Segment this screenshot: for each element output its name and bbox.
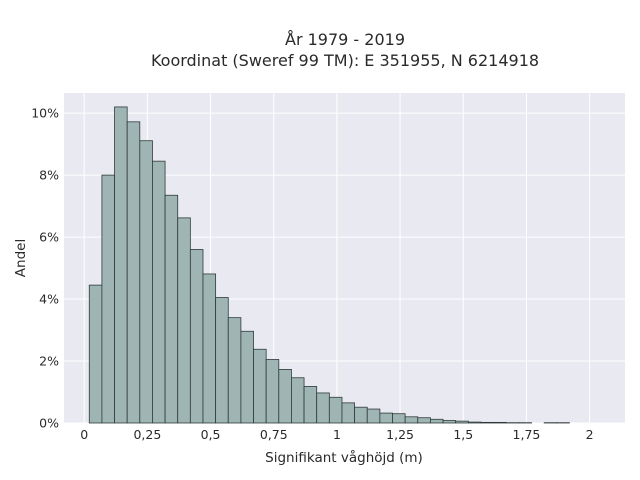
histogram-bar xyxy=(442,420,457,424)
chart-title: År 1979 - 2019 xyxy=(285,30,405,49)
histogram-bar xyxy=(392,413,406,424)
x-tick-label: 0,5 xyxy=(201,427,221,442)
histogram-bar xyxy=(114,106,128,424)
x-tick-label: 2 xyxy=(586,427,594,442)
y-tick-label: 6% xyxy=(39,230,59,245)
histogram-bar xyxy=(227,317,242,424)
histogram-bar xyxy=(101,174,115,424)
histogram-bar xyxy=(240,330,254,424)
histogram-bar xyxy=(164,194,179,424)
chart-subtitle: Koordinat (Sweref 99 TM): E 351955, N 62… xyxy=(151,51,539,70)
histogram-bar xyxy=(253,348,267,424)
histogram-bar xyxy=(139,140,153,424)
x-axis-ticks: 0 0,25 0,5 0,75 1 1,25 1,5 1,75 2 xyxy=(80,427,593,442)
histogram-bar xyxy=(366,408,381,424)
histogram-bar xyxy=(341,402,356,424)
histogram-bar xyxy=(328,396,343,424)
histogram-bar xyxy=(316,392,330,424)
histogram-bar xyxy=(404,416,419,424)
histogram-bar xyxy=(467,421,482,424)
x-tick-label: 1 xyxy=(333,427,341,442)
histogram-bar xyxy=(215,297,229,424)
histogram-bar xyxy=(354,406,368,424)
histogram-bar xyxy=(126,121,141,424)
histogram-bar xyxy=(455,420,469,424)
histogram-bar xyxy=(417,417,431,424)
y-axis-ticks: 0% 2% 4% 6% 8% 10% xyxy=(31,106,59,431)
histogram-bar xyxy=(379,412,393,424)
y-tick-label: 4% xyxy=(39,292,59,307)
y-tick-label: 2% xyxy=(39,354,59,369)
x-tick-label: 1,75 xyxy=(513,427,541,442)
histogram-bar xyxy=(480,421,494,424)
histogram-bar xyxy=(189,249,204,424)
histogram-bar xyxy=(430,418,444,424)
x-tick-label: 0,75 xyxy=(260,427,288,442)
histogram-bar xyxy=(177,217,191,424)
histogram-bar xyxy=(202,273,217,424)
histogram-bar xyxy=(291,377,305,424)
histogram-bar xyxy=(265,359,280,424)
histogram-bar xyxy=(152,160,166,424)
y-tick-label: 10% xyxy=(31,106,59,121)
histogram-bar xyxy=(493,421,507,424)
y-tick-label: 8% xyxy=(39,168,59,183)
y-tick-label: 0% xyxy=(39,416,59,431)
x-axis-label: Signifikant våghöjd (m) xyxy=(265,449,423,466)
histogram-bar xyxy=(303,386,318,424)
histogram-bar xyxy=(88,284,103,424)
histogram-bars xyxy=(88,106,570,424)
y-axis-label: Andel xyxy=(13,239,29,277)
x-tick-label: 1,5 xyxy=(453,427,473,442)
x-tick-label: 0 xyxy=(80,427,88,442)
histogram-bar xyxy=(278,368,292,424)
x-tick-label: 1,25 xyxy=(386,427,414,442)
x-tick-label: 0,25 xyxy=(133,427,161,442)
